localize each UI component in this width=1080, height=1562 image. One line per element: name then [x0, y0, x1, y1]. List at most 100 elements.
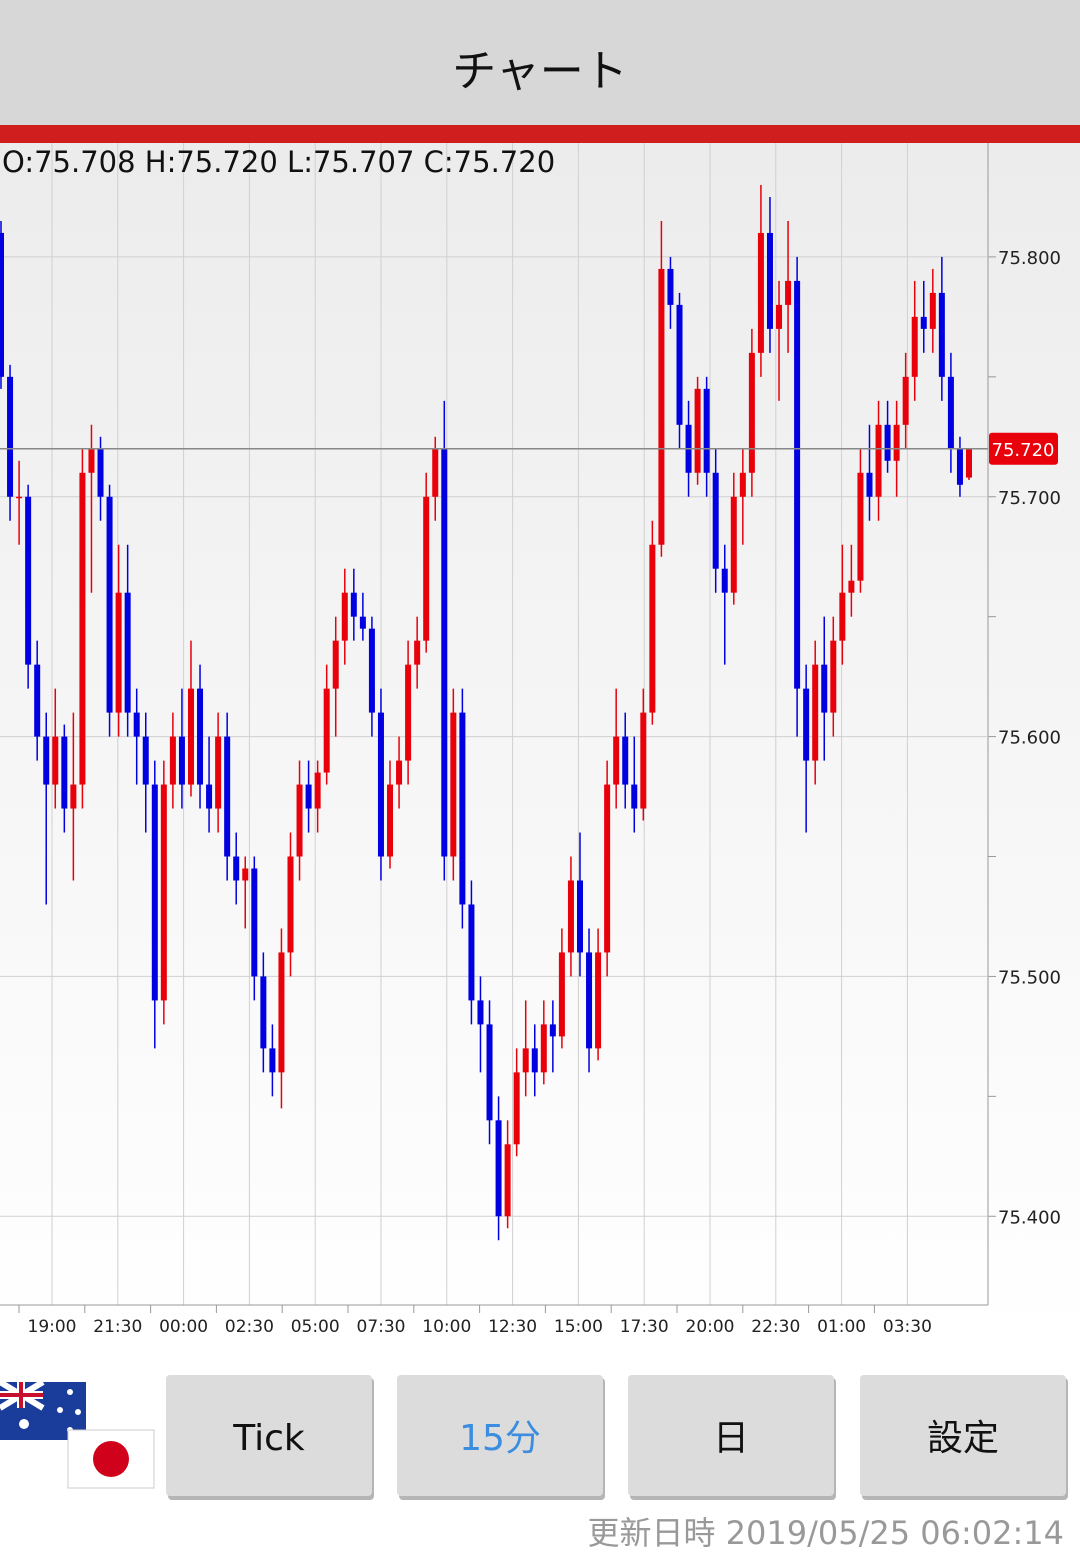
- candle-body: [757, 232, 764, 353]
- button[interactable]: Tick: [166, 1375, 374, 1500]
- accent-bar: [0, 125, 1080, 143]
- candle-body: [567, 880, 574, 953]
- candle-body: [504, 1144, 511, 1217]
- candle-body: [233, 856, 240, 881]
- candle-body: [938, 292, 945, 377]
- candle-body: [187, 688, 194, 785]
- x-tick-label: 12:30: [488, 1317, 537, 1337]
- candle-body: [839, 592, 846, 641]
- candle-body: [350, 592, 357, 617]
- x-tick-label: 01:00: [817, 1317, 866, 1337]
- candle-body: [396, 760, 403, 785]
- candle-body: [260, 976, 267, 1049]
- x-tick-label: 00:00: [159, 1317, 208, 1337]
- candle-body: [947, 376, 954, 449]
- candle-body: [721, 568, 728, 593]
- candle-body: [405, 664, 412, 761]
- candle-body: [287, 856, 294, 953]
- candle-body: [151, 784, 158, 1001]
- candle-body: [920, 316, 927, 329]
- candle-body: [649, 544, 656, 713]
- candle-body: [305, 784, 312, 809]
- candle-body: [61, 736, 68, 809]
- ohlc-text: O:75.708 H:75.720 L:75.707 C:75.720: [2, 145, 555, 179]
- button[interactable]: 日: [628, 1375, 836, 1500]
- candle-body: [359, 616, 366, 629]
- button[interactable]: 設定: [860, 1375, 1068, 1500]
- candle-body: [106, 496, 113, 713]
- candle-body: [586, 952, 593, 1049]
- candle-body: [785, 280, 792, 305]
- candle-body: [206, 784, 213, 809]
- candle-body: [875, 424, 882, 497]
- candle-body: [242, 868, 249, 881]
- candle-body: [215, 736, 222, 809]
- x-tick-label: 19:00: [28, 1317, 77, 1337]
- candle-body: [866, 472, 873, 497]
- candle-body: [314, 772, 321, 809]
- candle-body: [414, 640, 421, 665]
- candle-body: [513, 1072, 520, 1145]
- candle-body: [622, 736, 629, 785]
- button-face: [860, 1375, 1066, 1496]
- candle-body: [540, 1024, 547, 1073]
- candle-body: [423, 496, 430, 641]
- button-face: [397, 1375, 603, 1496]
- candle-body: [812, 664, 819, 761]
- candle-body: [124, 592, 131, 713]
- candle-body: [377, 712, 384, 857]
- candle-body: [88, 448, 95, 473]
- x-tick-label: 07:30: [357, 1317, 406, 1337]
- candle-body: [70, 784, 77, 809]
- candle-body: [956, 448, 963, 485]
- candle-body: [558, 952, 565, 1037]
- candle-body: [902, 376, 909, 425]
- candle-body: [730, 496, 737, 593]
- candle-body: [658, 268, 665, 545]
- chart-bg: [0, 143, 1080, 1338]
- y-tick-label: 75.400: [998, 1207, 1061, 1228]
- candle-body: [884, 424, 891, 461]
- flags: [0, 1379, 155, 1489]
- candle-body: [694, 388, 701, 473]
- header: [0, 0, 1080, 125]
- candle-body: [495, 1120, 502, 1217]
- button-label: 15分: [459, 1418, 541, 1459]
- y-tick-label: 75.800: [998, 248, 1061, 269]
- candle-body: [115, 592, 122, 713]
- candle-body: [766, 232, 773, 329]
- candle-body: [7, 376, 14, 497]
- candle-body: [595, 952, 602, 1049]
- candle-body: [441, 448, 448, 857]
- button-label: 日: [713, 1418, 749, 1459]
- candle-body: [160, 784, 167, 1001]
- candle-body: [966, 448, 972, 478]
- x-tick-label: 15:00: [554, 1317, 603, 1337]
- x-tick-label: 22:30: [751, 1317, 800, 1337]
- candle-body: [16, 496, 23, 499]
- button-face: [166, 1375, 372, 1496]
- candle-body: [97, 448, 104, 497]
- candle-body: [522, 1048, 529, 1073]
- candle-body: [830, 640, 837, 713]
- candle-body: [477, 1000, 484, 1025]
- x-tick-label: 20:00: [686, 1317, 735, 1337]
- candle-body: [169, 736, 176, 785]
- candle-body: [803, 688, 810, 761]
- button[interactable]: 15分: [397, 1375, 605, 1500]
- candle-body: [43, 736, 50, 785]
- candle-body: [459, 712, 466, 905]
- candle-body: [703, 388, 710, 473]
- x-tick-label: 03:30: [883, 1317, 932, 1337]
- x-tick-label: 21:30: [93, 1317, 142, 1337]
- candle-body: [251, 868, 258, 977]
- y-tick-label: 75.700: [998, 488, 1061, 509]
- candle-body: [821, 664, 828, 713]
- candle-body: [142, 736, 149, 785]
- candle-body: [739, 472, 746, 497]
- candle-body: [25, 496, 32, 665]
- button-label: Tick: [232, 1418, 305, 1459]
- candle-body: [604, 784, 611, 953]
- candle-body: [549, 1024, 556, 1037]
